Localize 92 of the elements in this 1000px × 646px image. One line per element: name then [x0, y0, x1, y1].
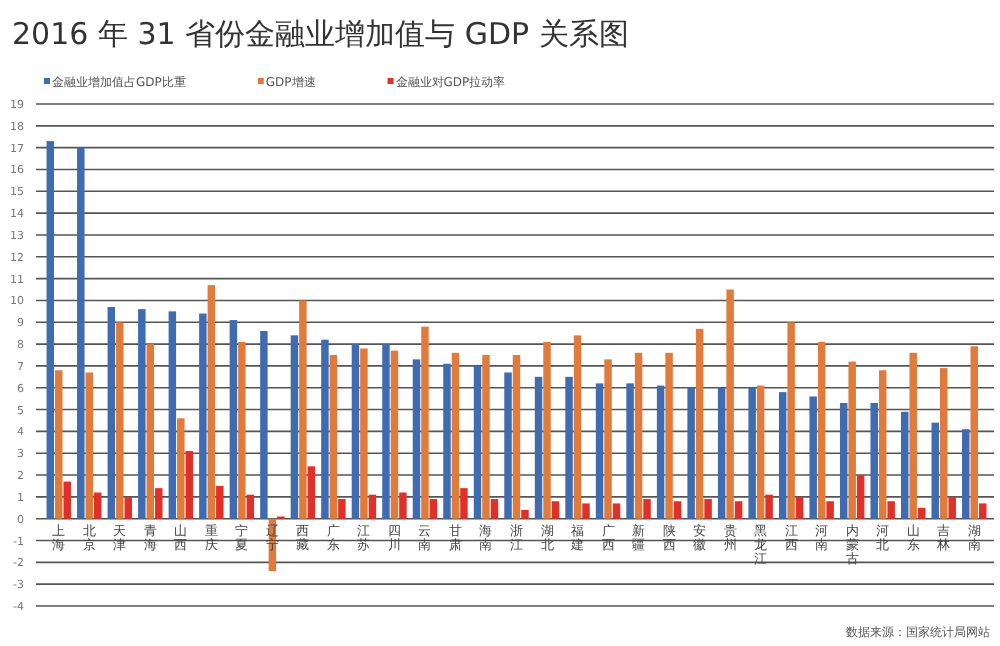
bar [460, 488, 468, 519]
bar [756, 385, 765, 519]
bar [216, 485, 224, 519]
bar [765, 494, 773, 519]
bar [795, 496, 804, 519]
bar [817, 341, 826, 519]
bar [870, 403, 878, 519]
bar [46, 141, 55, 519]
bar [421, 326, 429, 519]
bar [443, 363, 451, 519]
bar [168, 311, 177, 519]
bar [978, 503, 987, 519]
bar [246, 494, 255, 519]
bar [138, 309, 146, 519]
bar [307, 466, 316, 519]
bar [482, 355, 490, 519]
bar [612, 503, 621, 519]
bar [512, 355, 521, 519]
bar [604, 359, 612, 519]
bar [321, 339, 329, 519]
bar [826, 501, 834, 519]
bar [473, 365, 482, 519]
bar [778, 392, 787, 519]
bar [643, 499, 651, 519]
bar [695, 328, 704, 519]
bar [687, 387, 695, 519]
bar [55, 370, 63, 519]
bar [399, 492, 407, 519]
bar [717, 387, 726, 519]
bar [177, 418, 185, 519]
bar [185, 451, 194, 519]
bar [368, 494, 377, 519]
bar [329, 355, 338, 519]
bar [787, 322, 795, 519]
bar [665, 352, 673, 519]
bar [900, 411, 909, 519]
bar [207, 285, 216, 519]
bar [146, 344, 155, 519]
bar [124, 496, 133, 519]
bar [107, 306, 116, 519]
bar [543, 341, 551, 519]
bar [839, 403, 848, 519]
bar [412, 359, 421, 519]
bar [85, 372, 94, 519]
bar [595, 383, 604, 519]
bar [382, 344, 390, 519]
bar [565, 376, 573, 519]
bar [856, 475, 865, 519]
bar [199, 313, 207, 519]
title: 2016 年 31 省份金融业增加值与 GDP 关系图 [12, 16, 629, 52]
bar [290, 335, 299, 519]
bar [390, 350, 399, 519]
bar [970, 346, 978, 519]
bar [704, 499, 712, 519]
bar [551, 501, 560, 519]
bar [887, 501, 895, 519]
bar [848, 361, 856, 519]
bar [451, 352, 460, 519]
bar [338, 499, 346, 519]
bar [656, 385, 665, 519]
bar [504, 372, 512, 519]
bar [931, 422, 939, 519]
bar [155, 488, 163, 519]
bar [573, 335, 582, 519]
bar [534, 376, 543, 519]
bar [116, 322, 124, 519]
bar [94, 492, 102, 519]
bar [734, 501, 743, 519]
bar [351, 344, 360, 519]
bar [878, 370, 887, 519]
bar [626, 383, 634, 519]
bar [229, 320, 238, 519]
bar [490, 499, 499, 519]
bar [962, 429, 970, 519]
bar [809, 396, 817, 519]
bar [917, 507, 926, 519]
bar [748, 387, 756, 519]
bar [521, 509, 529, 519]
bar [260, 330, 268, 519]
bar [673, 501, 682, 519]
bar [299, 300, 307, 519]
bar [726, 289, 734, 519]
bar [939, 368, 948, 519]
bar [909, 352, 917, 519]
bar [63, 481, 71, 519]
bar [360, 348, 368, 519]
bar [948, 496, 956, 519]
bar [77, 147, 85, 519]
bar [238, 341, 246, 519]
bar [582, 503, 590, 519]
bar [429, 499, 438, 519]
bar [634, 352, 643, 519]
